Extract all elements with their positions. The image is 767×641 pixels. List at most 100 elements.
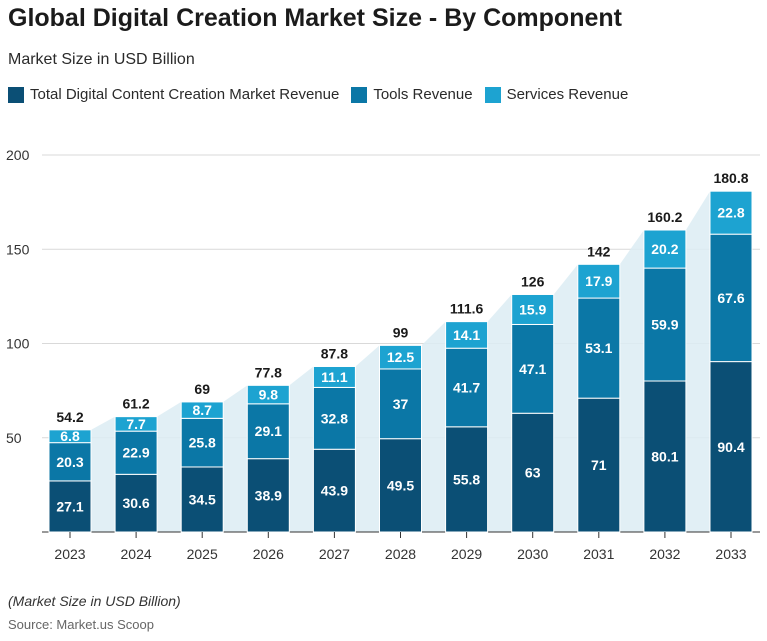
- stacked-bar-chart: 50 100 150 200 27.1 20.3 6.8 54.2 2023 30.6 22.9 7.…: [6, 147, 760, 562]
- x-tick-label-2029: 2029: [451, 546, 482, 562]
- bar-total-2026: [246, 458, 290, 533]
- total-label-2026: 77.8: [255, 364, 282, 380]
- data-label-services-2032: 20.2: [651, 241, 678, 257]
- bar-total-2032: [643, 380, 687, 533]
- total-label-2024: 61.2: [122, 396, 149, 412]
- data-label-tools-2033: 67.6: [717, 290, 744, 306]
- data-label-services-2025: 8.7: [192, 402, 212, 418]
- legend-swatch-services: [484, 86, 501, 103]
- data-label-tools-2029: 41.7: [453, 380, 480, 396]
- x-tick-label-2027: 2027: [319, 546, 350, 562]
- x-tick-label-2024: 2024: [121, 546, 152, 562]
- bar-services-2026: [246, 384, 290, 405]
- bar-services-2025: [180, 401, 224, 419]
- data-label-total-2030: 63: [525, 465, 541, 481]
- data-label-services-2029: 14.1: [453, 327, 480, 343]
- legend-label-services: Services Revenue: [506, 86, 629, 103]
- data-label-total-2024: 30.6: [122, 495, 149, 511]
- bar-services-2029: [445, 321, 489, 349]
- bar-services-2032: [643, 229, 687, 269]
- data-label-tools-2031: 53.1: [585, 340, 612, 356]
- bar-tools-2025: [180, 417, 224, 468]
- x-tick-label-2025: 2025: [187, 546, 218, 562]
- y-tick-label: 100: [6, 336, 30, 352]
- bar-tools-2024: [114, 430, 158, 475]
- legend-label-total: Total Digital Content Creation Market Re…: [30, 86, 340, 103]
- legend-swatch-total: [8, 86, 24, 103]
- data-label-tools-2025: 25.8: [189, 435, 216, 451]
- total-label-2033: 180.8: [713, 170, 748, 186]
- bar-services-2024: [114, 416, 158, 432]
- data-label-total-2026: 38.9: [255, 487, 282, 503]
- legend-swatch-tools: [351, 86, 368, 103]
- x-tick-label-2030: 2030: [517, 546, 548, 562]
- data-label-total-2033: 90.4: [717, 439, 744, 455]
- data-label-services-2030: 15.9: [519, 301, 546, 317]
- total-label-2029: 111.6: [450, 301, 484, 317]
- data-label-total-2028: 49.5: [387, 477, 414, 493]
- x-tick-label-2023: 2023: [54, 546, 85, 562]
- chart-source: Source: Market.us Scoop: [8, 617, 154, 632]
- total-label-2031: 142: [587, 243, 611, 259]
- data-label-total-2031: 71: [591, 457, 607, 473]
- chart-subtitle: Market Size in USD Billion: [8, 51, 195, 68]
- data-label-services-2024: 7.7: [126, 416, 146, 432]
- data-label-services-2033: 22.8: [717, 205, 744, 221]
- data-label-services-2028: 12.5: [387, 349, 414, 365]
- bar-total-2025: [180, 466, 224, 533]
- data-label-total-2023: 27.1: [56, 498, 83, 514]
- bar-tools-2029: [445, 347, 489, 428]
- data-label-tools-2032: 59.9: [651, 317, 678, 333]
- x-tick-label-2033: 2033: [715, 546, 746, 562]
- legend: Total Digital Content Creation Market Re…: [8, 86, 628, 103]
- data-label-total-2032: 80.1: [651, 449, 678, 465]
- data-label-tools-2026: 29.1: [255, 423, 282, 439]
- legend-item-total: Total Digital Content Creation Market Re…: [8, 86, 339, 103]
- bar-total-2029: [445, 426, 489, 533]
- legend-label-tools: Tools Revenue: [373, 86, 473, 103]
- total-label-2028: 99: [393, 324, 409, 340]
- bar-services-2028: [379, 344, 422, 370]
- data-label-total-2025: 34.5: [189, 491, 216, 507]
- y-tick-label: 200: [6, 147, 30, 163]
- data-label-total-2027: 43.9: [321, 483, 348, 499]
- x-tick-label-2026: 2026: [253, 546, 284, 562]
- chart-title: Global Digital Creation Market Size - By…: [8, 4, 622, 32]
- bar-services-2030: [511, 293, 555, 325]
- legend-item-services: Services Revenue: [484, 86, 629, 103]
- data-label-tools-2030: 47.1: [519, 361, 546, 377]
- chart-footnote: (Market Size in USD Billion): [8, 593, 181, 609]
- x-tick-label-2032: 2032: [649, 546, 680, 562]
- total-label-2025: 69: [194, 381, 210, 397]
- bar-services-2023: [48, 429, 92, 444]
- total-label-2030: 126: [521, 273, 545, 289]
- data-label-services-2031: 17.9: [585, 273, 612, 289]
- data-label-tools-2027: 32.8: [321, 410, 348, 426]
- bar-total-2027: [312, 448, 356, 533]
- total-label-2023: 54.2: [56, 409, 83, 425]
- bar-total-2028: [379, 438, 422, 533]
- bar-tools-2028: [379, 368, 422, 440]
- y-tick-label: 150: [6, 241, 30, 257]
- bar-tools-2023: [48, 442, 92, 482]
- bar-tools-2031: [577, 297, 621, 399]
- x-tick-label-2031: 2031: [583, 546, 614, 562]
- data-label-total-2029: 55.8: [453, 471, 480, 487]
- bar-tools-2026: [246, 403, 290, 460]
- total-label-2027: 87.8: [321, 345, 348, 361]
- data-label-tools-2024: 22.9: [122, 445, 149, 461]
- total-label-2032: 160.2: [647, 209, 682, 225]
- data-label-tools-2023: 20.3: [56, 454, 83, 470]
- data-label-services-2026: 9.8: [259, 387, 279, 403]
- data-label-services-2027: 11.1: [321, 369, 348, 385]
- bar-services-2027: [312, 365, 356, 388]
- bar-services-2033: [709, 190, 753, 235]
- y-tick-label: 50: [6, 430, 22, 446]
- data-label-services-2023: 6.8: [60, 428, 80, 444]
- x-tick-label-2028: 2028: [385, 546, 416, 562]
- data-label-tools-2028: 37: [393, 396, 409, 412]
- bar-total-2031: [577, 397, 621, 533]
- bar-tools-2033: [709, 233, 753, 363]
- bar-tools-2027: [312, 386, 356, 450]
- legend-item-tools: Tools Revenue: [351, 86, 473, 103]
